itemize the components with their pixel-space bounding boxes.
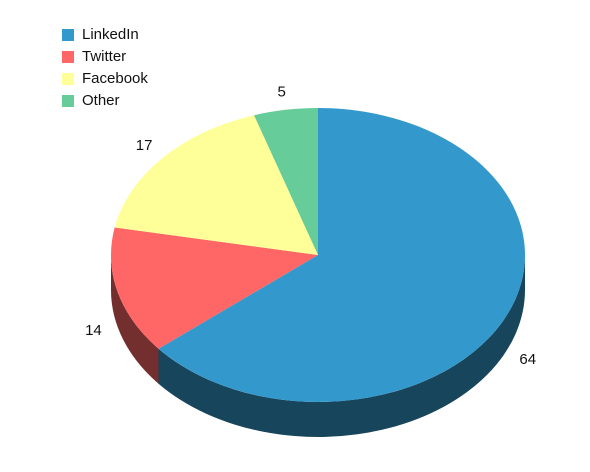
legend-label: Other <box>82 92 120 109</box>
slice <box>158 108 525 403</box>
legend: LinkedIn Twitter Facebook Other <box>62 26 148 109</box>
legend-swatch <box>62 73 74 85</box>
slice-side <box>158 255 525 437</box>
legend-label: Facebook <box>82 70 148 87</box>
legend-label: Twitter <box>82 48 126 65</box>
slice <box>111 227 319 349</box>
data-label: 17 <box>136 137 153 154</box>
data-label: 14 <box>85 322 102 339</box>
legend-swatch <box>62 51 74 63</box>
slice <box>254 108 318 255</box>
slice-side <box>111 255 159 384</box>
data-label: 64 <box>519 351 536 368</box>
legend-label: LinkedIn <box>82 26 139 43</box>
data-label: 5 <box>278 83 286 100</box>
slice <box>114 115 319 255</box>
legend-swatch <box>62 95 74 107</box>
legend-swatch <box>62 29 74 41</box>
